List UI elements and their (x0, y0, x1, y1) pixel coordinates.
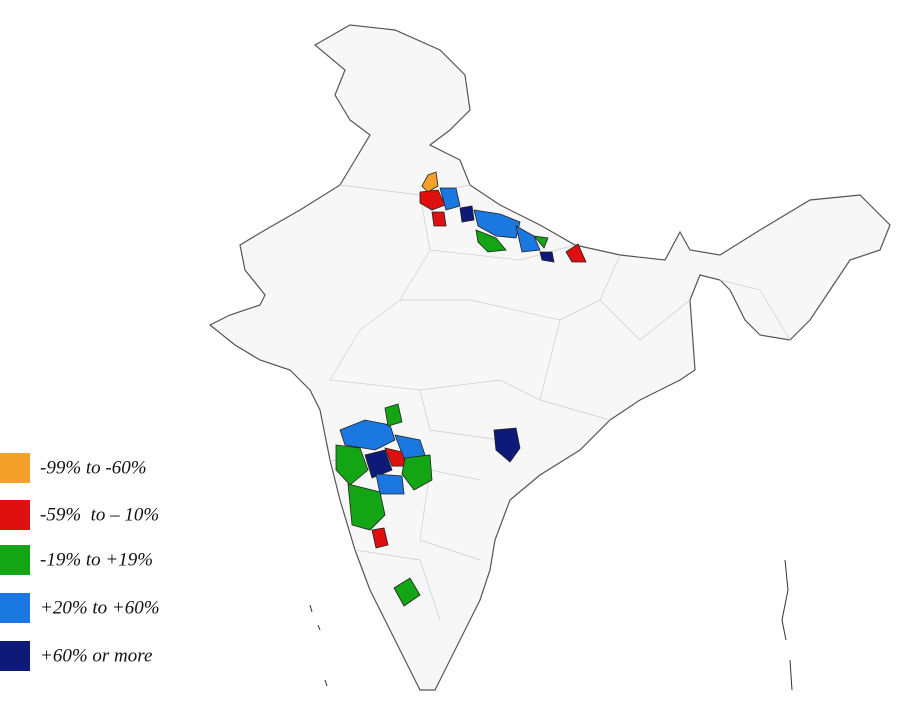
district (459, 205, 475, 223)
district (347, 483, 386, 531)
india-map (208, 24, 891, 691)
district (475, 229, 507, 253)
legend-label: +60% or more (40, 645, 152, 666)
district (431, 211, 447, 227)
legend-swatch (0, 453, 30, 483)
district (493, 427, 521, 463)
district (515, 225, 541, 253)
district (371, 527, 389, 549)
district (421, 171, 439, 193)
legend-label: -19% to +19% (40, 549, 153, 570)
legend-label: +20% to +60% (40, 597, 160, 618)
legend-label: -99% to -60% (40, 457, 147, 478)
island (781, 559, 793, 691)
legend-swatch (0, 641, 30, 671)
district (565, 243, 587, 263)
district (335, 444, 369, 486)
islands (309, 559, 793, 691)
district (339, 419, 396, 451)
district (419, 189, 446, 211)
district (393, 577, 421, 607)
colored-districts (335, 171, 587, 607)
legend-swatch (0, 593, 30, 623)
district (473, 209, 521, 239)
legend-swatch (0, 500, 30, 530)
district (439, 187, 461, 211)
district (384, 403, 403, 427)
district (401, 454, 433, 491)
district (533, 235, 549, 249)
island (309, 604, 328, 687)
country-outline (208, 24, 891, 691)
legend-label: -59% to – 10% (40, 504, 159, 525)
legend-swatch (0, 545, 30, 575)
district (364, 449, 393, 479)
district (539, 251, 555, 263)
district (375, 473, 405, 495)
legend: -99% to -60% -59% to – 10% -19% to +19% +20… (0, 453, 160, 671)
